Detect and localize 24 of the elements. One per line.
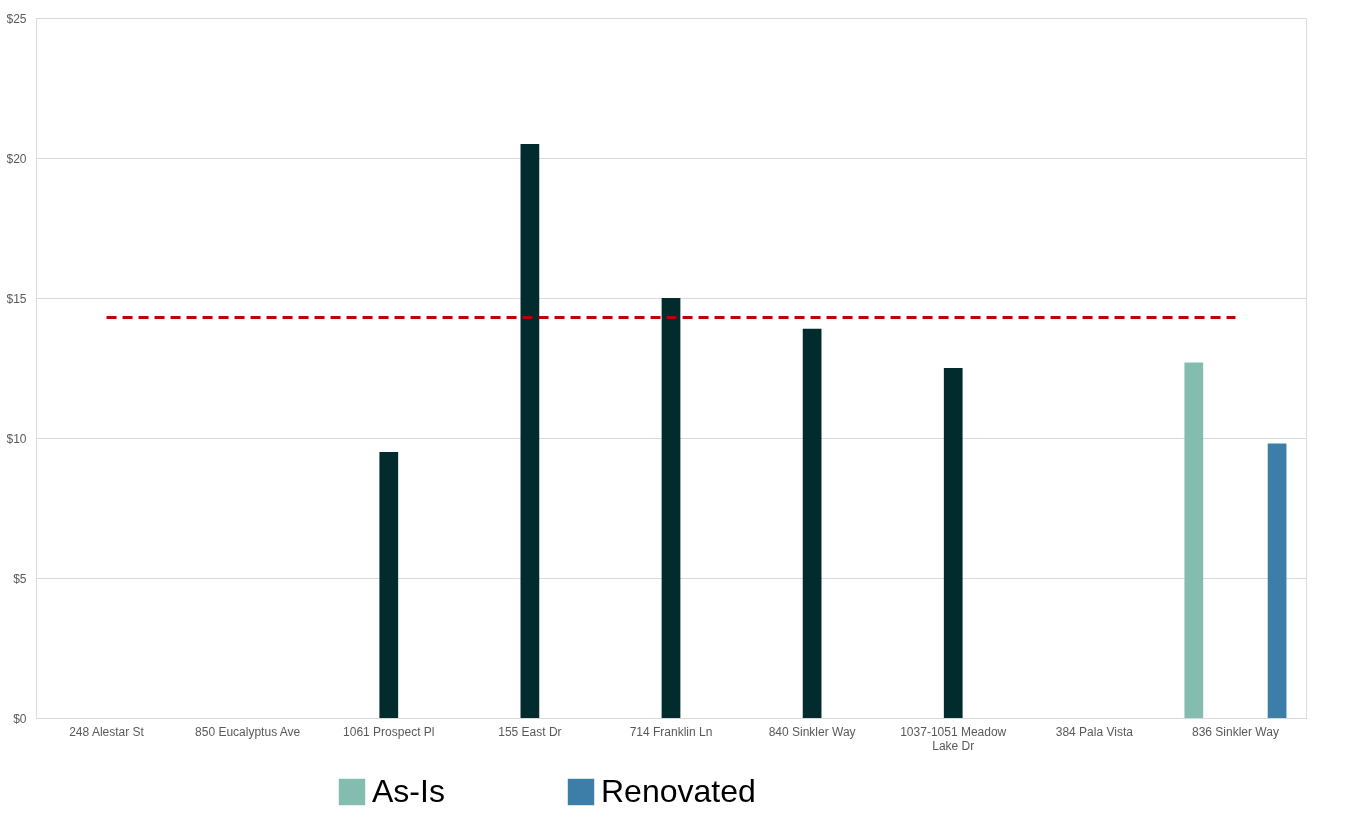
bar (1267, 443, 1287, 718)
bar (802, 328, 822, 718)
bar (520, 144, 540, 718)
x-tick-label: 1037-1051 Meadow Lake Dr (900, 724, 1007, 753)
x-tick-label: 840 Sinkler Way (768, 724, 856, 739)
y-tick-label: $0 (13, 711, 27, 726)
x-tick-label: 248 Alestar St (69, 724, 145, 739)
x-tick-label: 714 Franklin Ln (629, 724, 713, 739)
bar (943, 368, 963, 718)
x-tick-label: 1061 Prospect Pl (343, 724, 435, 739)
x-tick-label: 836 Sinkler Way (1191, 724, 1279, 739)
y-tick-label: $20 (6, 151, 27, 166)
bar (661, 298, 681, 718)
bar (1184, 362, 1204, 718)
y-tick-label: $5 (13, 571, 27, 586)
x-tick-label: 850 Eucalyptus Ave (195, 724, 301, 739)
bar (379, 452, 399, 718)
x-tick-label: 155 East Dr (498, 724, 562, 739)
y-tick-label: $25 (6, 11, 27, 26)
y-tick-label: $10 (6, 431, 27, 446)
legend-label: As-Is (372, 773, 445, 809)
legend-label: Renovated (601, 773, 756, 809)
x-tick-label: 384 Pala Vista (1055, 724, 1134, 739)
y-tick-label: $15 (6, 291, 27, 306)
